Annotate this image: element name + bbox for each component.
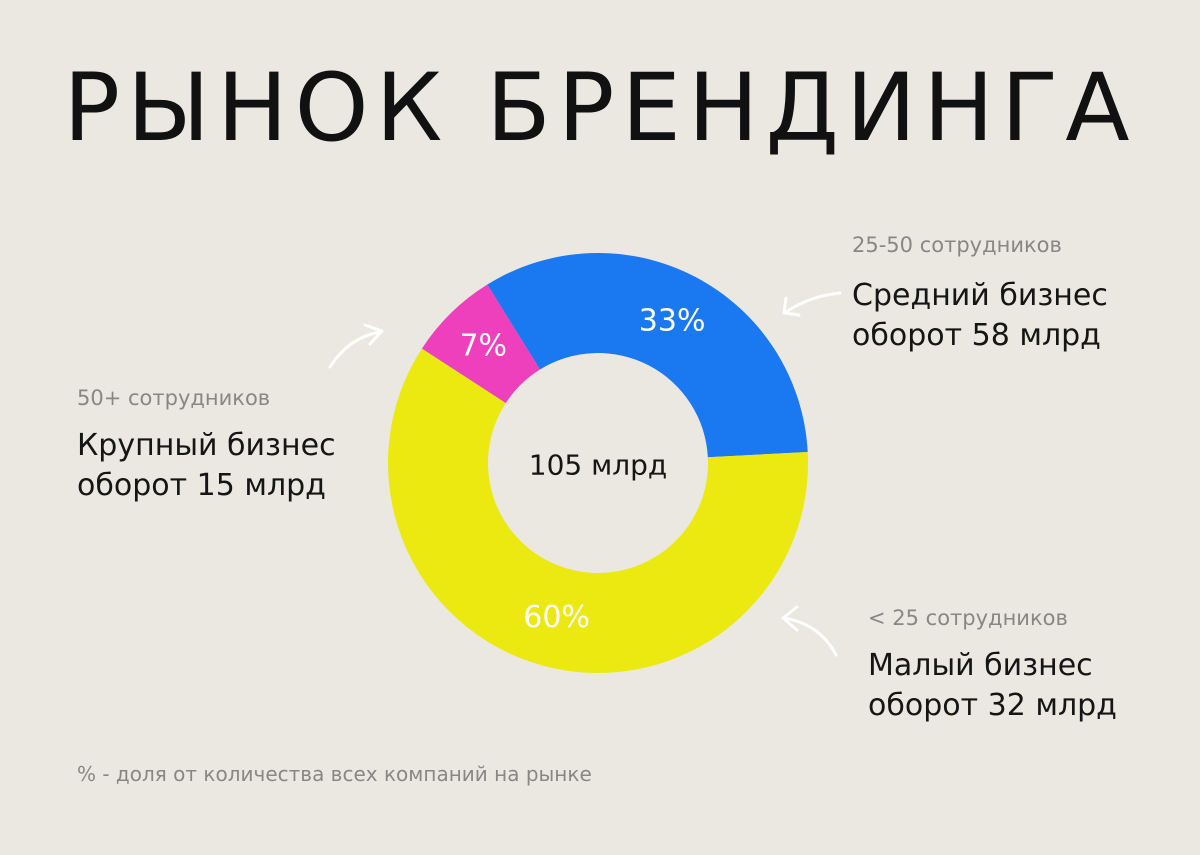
arrow-to-small-icon <box>781 605 838 657</box>
page-title: РЫНОК БРЕНДИНГА <box>63 54 1137 163</box>
small-line1: Малый бизнес <box>868 648 1093 683</box>
large-description: Крупный бизнес оборот 15 млрд <box>77 426 336 506</box>
segment-label-large: 7% <box>459 328 507 363</box>
small-description: Малый бизнес оборот 32 млрд <box>868 646 1117 726</box>
donut-segment-large <box>421 284 541 404</box>
arrow-to-large-icon <box>328 323 384 369</box>
arrow-to-medium-icon <box>782 291 842 317</box>
medium-description: Средний бизнес оборот 58 млрд <box>852 276 1108 356</box>
medium-line2: оборот 58 млрд <box>852 318 1101 353</box>
large-subtitle: 50+ сотрудников <box>77 386 271 410</box>
segment-label-medium: 33% <box>639 304 706 339</box>
donut-segment-small <box>388 348 808 673</box>
footnote: % - доля от количества всех компаний на … <box>77 762 592 786</box>
small-line2: оборот 32 млрд <box>868 688 1117 723</box>
small-subtitle: < 25 сотрудников <box>868 606 1068 630</box>
large-line1: Крупный бизнес <box>77 428 336 463</box>
medium-subtitle: 25-50 сотрудников <box>852 233 1062 257</box>
donut-center-label: 105 млрд <box>529 449 668 482</box>
medium-line1: Средний бизнес <box>852 278 1108 313</box>
donut-segment-medium <box>487 252 808 458</box>
large-line2: оборот 15 млрд <box>77 468 326 503</box>
segment-label-small: 60% <box>523 600 590 635</box>
